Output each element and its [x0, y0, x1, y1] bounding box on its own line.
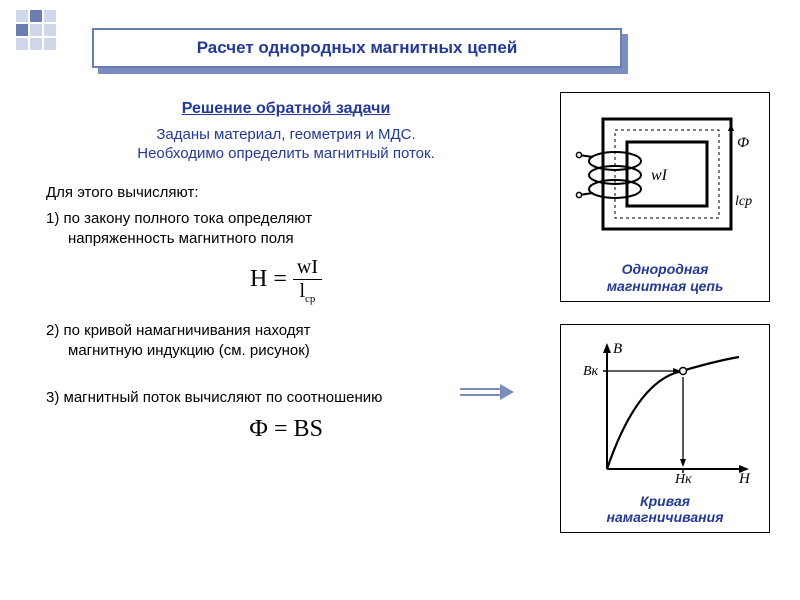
step-3: 3) магнитный поток вычисляют по соотноше… [46, 388, 526, 408]
decorative-pattern [16, 10, 56, 50]
figure-circuit-caption: Однородная магнитная цепь [569, 261, 761, 295]
compute-label: Для этого вычисляют: [46, 184, 526, 201]
svg-text:H: H [738, 471, 751, 487]
step-1: 1) по закону полного тока определяют нап… [46, 209, 526, 248]
content-left: Решение обратной задачи Заданы материал,… [46, 100, 526, 459]
svg-text:lср: lср [735, 194, 752, 209]
step-2: 2) по кривой намагничивания находят магн… [46, 321, 526, 360]
content-right: wI Ф lср Однородная магнитная цепь [560, 92, 770, 555]
figure-circuit-panel: wI Ф lср Однородная магнитная цепь [560, 92, 770, 302]
svg-text:B: B [613, 341, 622, 357]
formula-H-num: wI [293, 256, 322, 280]
title-frame: Расчет однородных магнитных цепей [92, 28, 622, 68]
magnetization-curve-diagram: B H Bк Hк [575, 337, 755, 487]
step-2-line2: магнитную индукцию (см. рисунок) [46, 341, 526, 361]
figure-curve-panel: B H Bк Hк Кривая намагничивания [560, 324, 770, 534]
step-1-line2: напряженность магнитного поля [46, 229, 526, 249]
slide-title-box: Расчет однородных магнитных цепей [92, 28, 622, 68]
slide-title: Расчет однородных магнитных цепей [197, 38, 518, 58]
formula-H-lhs: H = [250, 266, 287, 292]
arrow-right-icon [460, 384, 514, 400]
formula-H-frac: wI lср [293, 256, 322, 305]
given-text: Заданы материал, геометрия и МДС. [46, 126, 526, 143]
svg-text:wI: wI [651, 167, 668, 184]
magnetic-circuit-diagram: wI Ф lср [575, 105, 755, 255]
subtitle: Решение обратной задачи [46, 100, 526, 118]
svg-text:Hк: Hк [674, 472, 692, 487]
step-2-line1: 2) по кривой намагничивания находят [46, 322, 311, 339]
step-1-line1: 1) по закону полного тока определяют [46, 210, 312, 227]
step-3-line1: 3) магнитный поток вычисляют по соотноше… [46, 389, 382, 406]
formula-H-den: lср [293, 280, 322, 305]
svg-text:Bк: Bк [583, 364, 599, 379]
svg-text:Ф: Ф [737, 135, 749, 151]
figure-curve-caption: Кривая намагничивания [569, 493, 761, 527]
formula-H: H = wI lср [46, 256, 526, 305]
need-text: Необходимо определить магнитный поток. [46, 145, 526, 162]
formula-Phi: Ф = BS [46, 416, 526, 443]
